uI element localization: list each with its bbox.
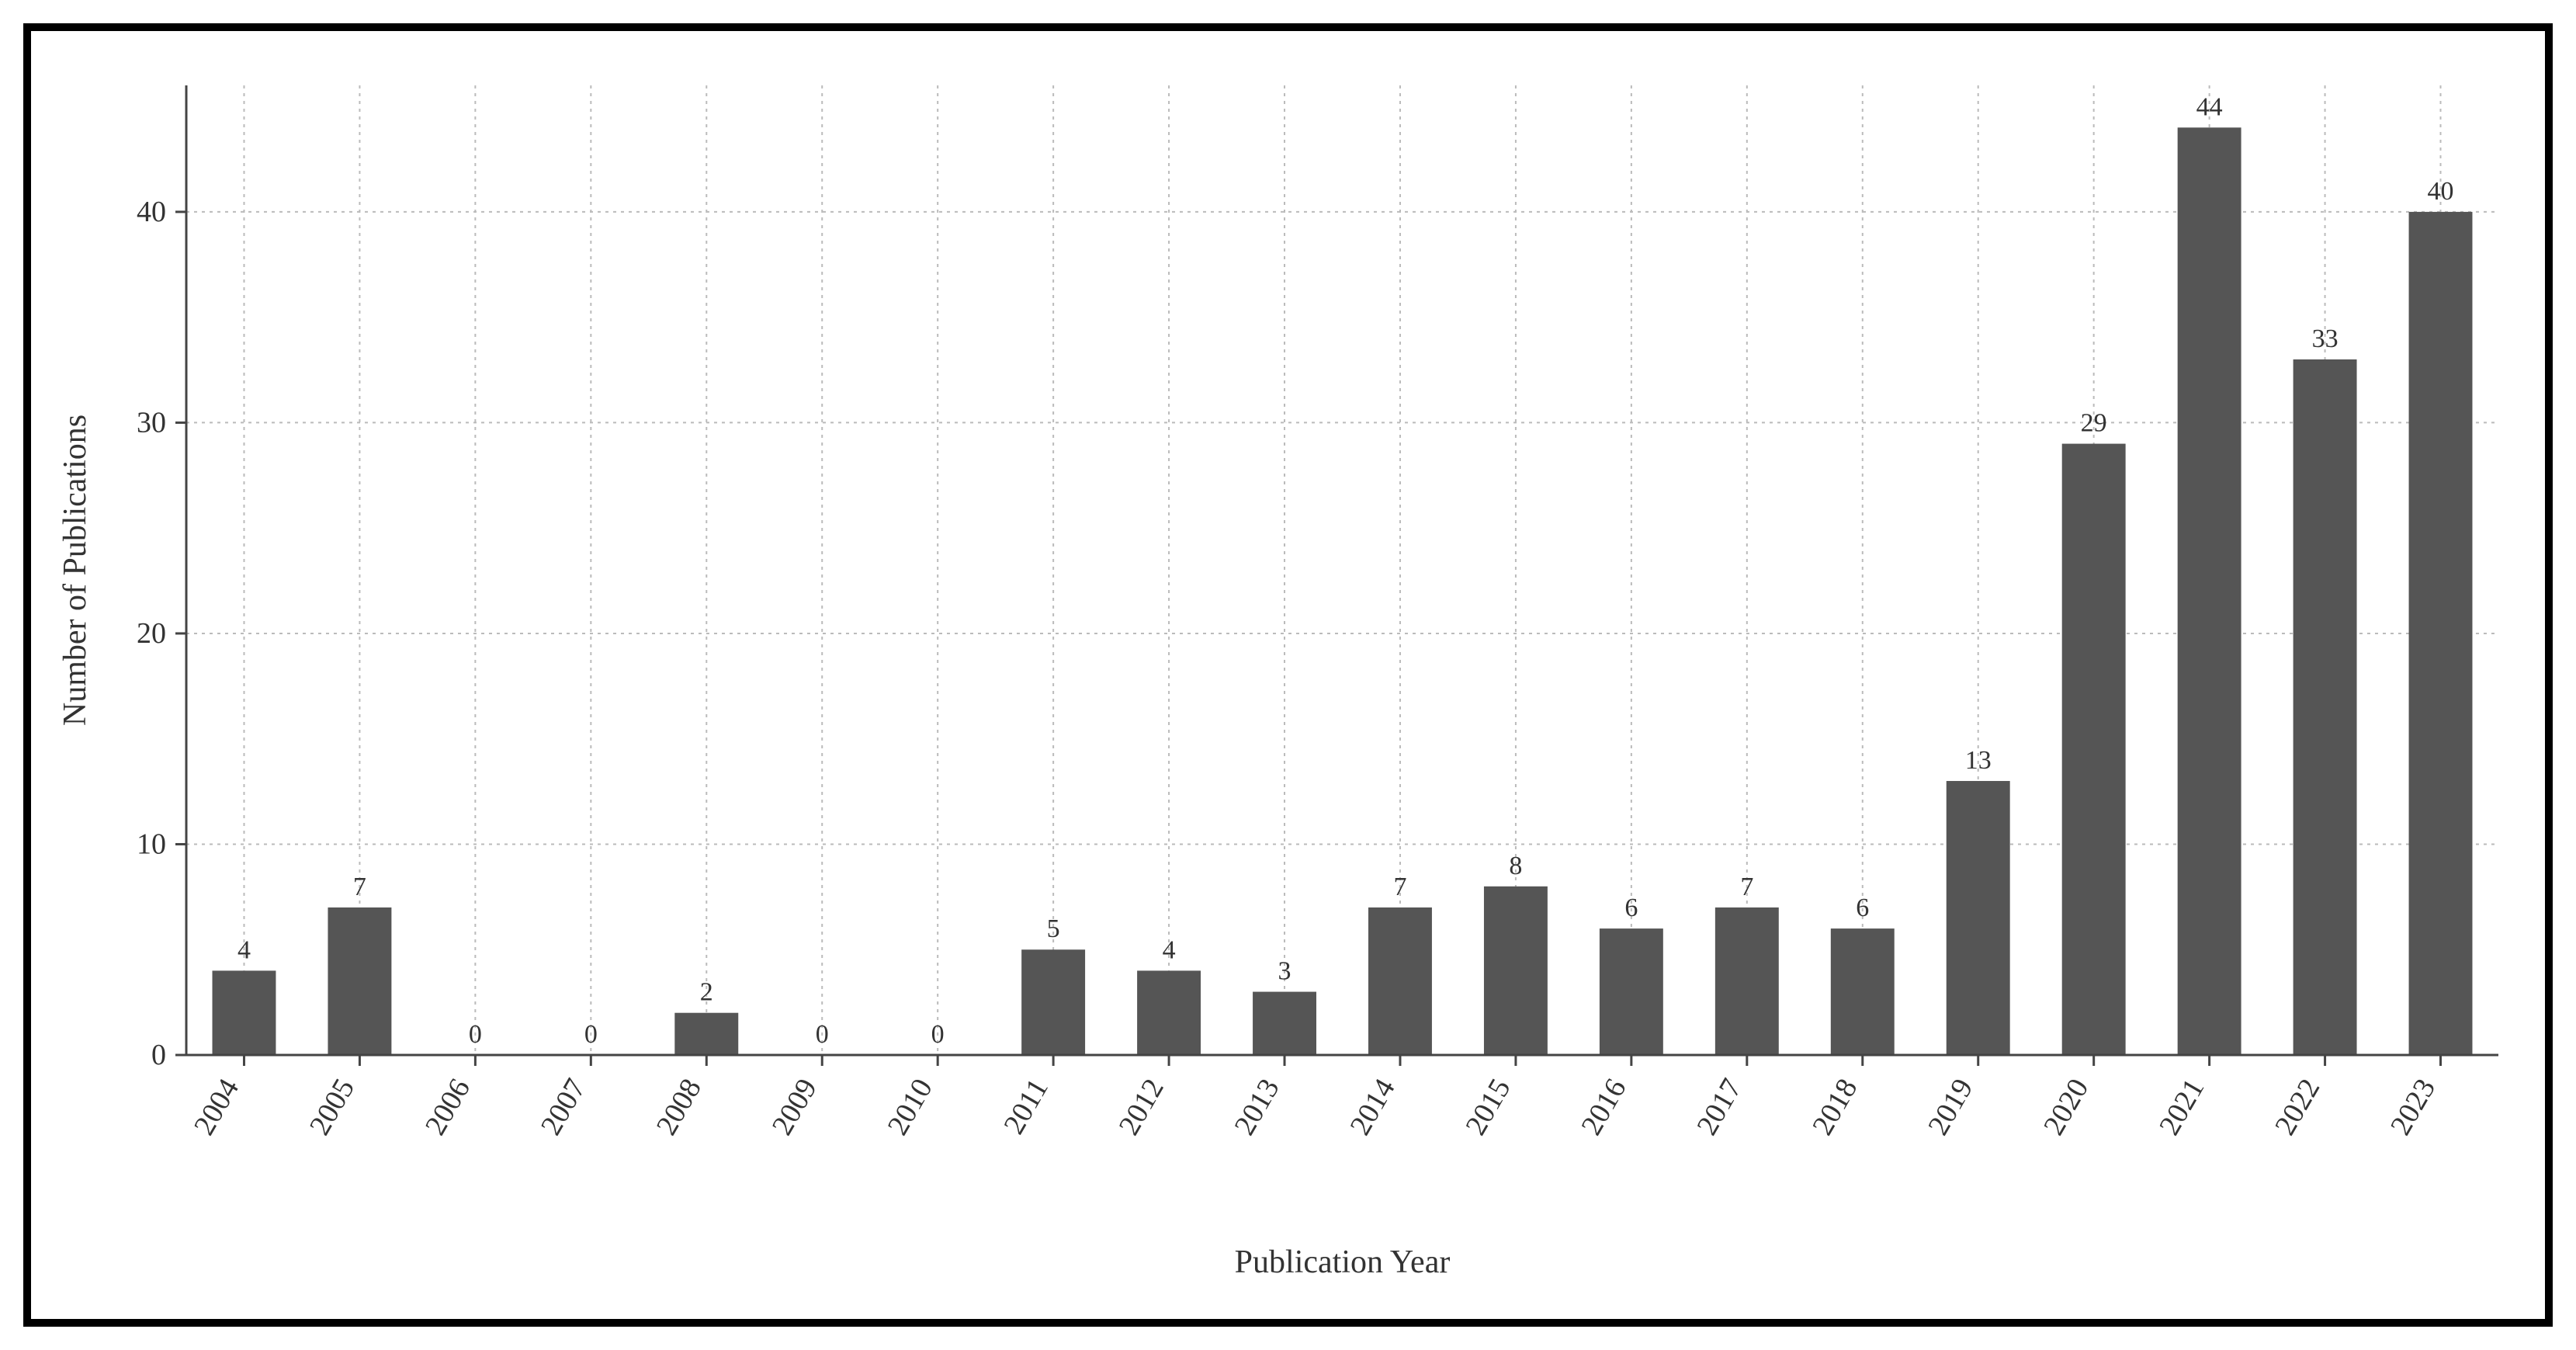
bar-value-label: 0 (469, 1020, 482, 1049)
bar (674, 1013, 738, 1055)
bar (213, 970, 276, 1055)
chart-frame: 0102030404700200543786761329443340200420… (23, 23, 2553, 1327)
bar (1947, 781, 2010, 1055)
bar (1021, 949, 1085, 1055)
svg-text:40: 40 (137, 196, 166, 228)
svg-text:10: 10 (137, 828, 166, 860)
svg-text:30: 30 (137, 406, 166, 439)
bar-value-label: 0 (584, 1020, 598, 1049)
bar (2178, 127, 2241, 1055)
bar (1368, 908, 1432, 1055)
bar-chart: 0102030404700200543786761329443340200420… (31, 31, 2545, 1319)
bar-value-label: 2 (700, 978, 713, 1007)
bar-value-label: 29 (2081, 409, 2107, 438)
bar-value-label: 0 (931, 1020, 945, 1049)
bar-value-label: 13 (1965, 746, 1992, 775)
bar-value-label: 44 (2196, 92, 2223, 121)
bar (2293, 359, 2357, 1055)
bar (1831, 928, 1895, 1055)
x-axis-label: Publication Year (1235, 1244, 1451, 1280)
bar (1484, 887, 1548, 1055)
y-axis-label: Number of Publications (57, 415, 93, 726)
bar (328, 908, 391, 1055)
bar (2409, 212, 2473, 1055)
bar (1253, 992, 1316, 1055)
bar-value-label: 40 (2428, 177, 2454, 206)
bar-value-label: 3 (1278, 957, 1291, 986)
bar (1137, 970, 1201, 1055)
bar (1715, 908, 1779, 1055)
bar (2062, 444, 2126, 1055)
bar (1600, 928, 1663, 1055)
bar-value-label: 33 (2312, 324, 2339, 353)
bar-value-label: 7 (1393, 873, 1406, 901)
svg-text:0: 0 (151, 1039, 166, 1071)
svg-text:20: 20 (137, 617, 166, 650)
bar-value-label: 5 (1047, 914, 1060, 943)
bar-value-label: 4 (237, 935, 251, 964)
bar-value-label: 8 (1509, 852, 1522, 880)
bar-value-label: 6 (1856, 894, 1869, 922)
bar-value-label: 4 (1163, 935, 1176, 964)
bar-value-label: 7 (353, 873, 366, 901)
bar-value-label: 6 (1624, 894, 1638, 922)
bar-value-label: 7 (1740, 873, 1753, 901)
bar-value-label: 0 (816, 1020, 829, 1049)
